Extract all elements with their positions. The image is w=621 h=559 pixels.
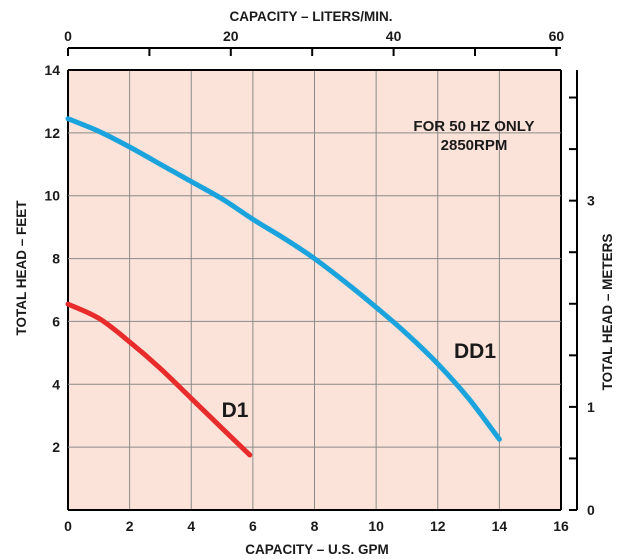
x-tick-label: 0 (64, 518, 72, 534)
top-axis-title: CAPACITY – LITERS/MIN. (229, 9, 392, 24)
x-tick-label: 10 (368, 518, 384, 534)
bottom-axis-tick-labels: 0 2 4 6 8 10 12 14 16 (64, 518, 569, 534)
x-tick-label: 16 (553, 518, 569, 534)
x-tick-label: 14 (492, 518, 508, 534)
left-axis-tick-labels: 2 4 6 8 10 12 14 (44, 62, 60, 455)
speed-note: 2850RPM (441, 137, 508, 154)
top-axis-ticks: 0 20 40 60 (64, 28, 564, 56)
y-tick-label: 2 (52, 439, 60, 455)
right-axis-title: TOTAL HEAD – METERS (600, 234, 615, 391)
x-tick-label: 6 (249, 518, 257, 534)
series-line-dd1 (65, 116, 502, 442)
y-tick-label: 4 (52, 376, 60, 392)
y2-tick-label: 1 (587, 399, 595, 415)
x2-tick-label: 60 (549, 28, 565, 44)
y-tick-label: 14 (44, 62, 60, 78)
x-tick-label: 4 (187, 518, 195, 534)
y-tick-label: 8 (52, 251, 60, 267)
series-label-dd1: DD1 (454, 340, 496, 363)
y-tick-label: 12 (44, 125, 60, 141)
frequency-note: FOR 50 HZ ONLY (413, 118, 534, 135)
y-tick-label: 10 (44, 188, 60, 204)
x-tick-label: 8 (311, 518, 319, 534)
series-label-d1: D1 (222, 399, 249, 422)
y2-tick-label: 3 (587, 193, 595, 209)
y2-tick-label: 0 (587, 502, 595, 518)
x2-tick-label: 0 (64, 28, 72, 44)
x2-tick-label: 40 (386, 28, 402, 44)
x-tick-label: 12 (430, 518, 446, 534)
bottom-axis-title: CAPACITY – U.S. GPM (245, 542, 389, 557)
x-tick-label: 2 (126, 518, 134, 534)
performance-curves (65, 116, 502, 458)
left-axis-title: TOTAL HEAD – FEET (14, 200, 29, 336)
series-line-d1 (65, 301, 253, 458)
x2-tick-label: 20 (223, 28, 239, 44)
y-tick-label: 6 (52, 313, 60, 329)
right-axis-ticks: 0 1 3 (569, 96, 595, 518)
